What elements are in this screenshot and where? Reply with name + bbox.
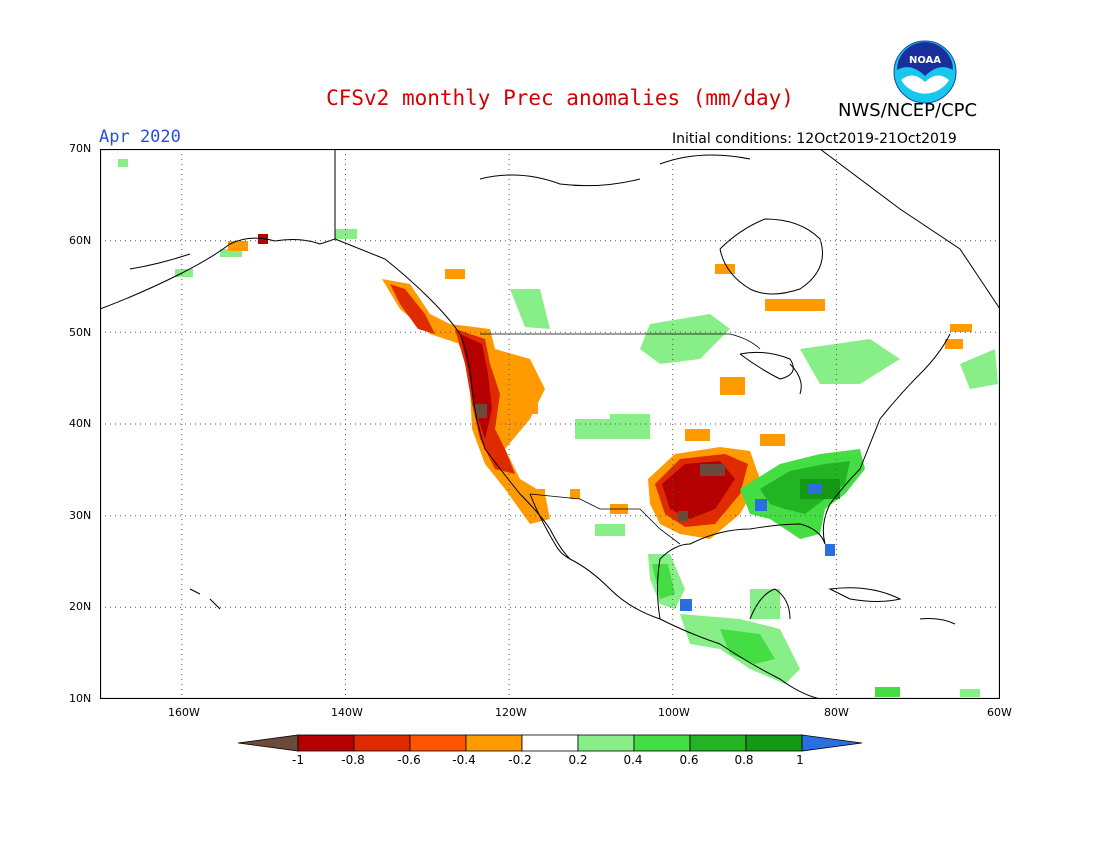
colorbar-box <box>633 734 691 752</box>
chart-title: CFSv2 monthly Prec anomalies (mm/day) <box>326 86 794 110</box>
lat-label-70n: 70N <box>69 142 92 155</box>
anomaly-map <box>100 149 1000 699</box>
lat-label-10n: 10N <box>69 692 92 705</box>
lon-label-100w: 100W <box>658 706 690 719</box>
colorbar-tick: 0.4 <box>623 753 643 767</box>
colorbar-tick: 1 <box>796 753 804 767</box>
colorbar <box>238 734 862 752</box>
colorbar-box <box>577 734 635 752</box>
colorbar-tick: -0.8 <box>341 753 365 767</box>
initial-conditions: Initial conditions: 12Oct2019-21Oct2019 <box>672 131 957 147</box>
lat-label-20n: 20N <box>69 600 92 613</box>
colorbar-box <box>409 734 467 752</box>
lon-label-80w: 80W <box>824 706 849 719</box>
colorbar-box <box>297 734 355 752</box>
colorbar-tick: 0.6 <box>679 753 699 767</box>
colorbar-tick: 0.8 <box>734 753 754 767</box>
logo-text: NOAA <box>909 55 941 66</box>
colorbar-tick: -1 <box>292 753 304 767</box>
coastlines <box>100 149 1000 699</box>
anomaly-shading <box>118 159 998 697</box>
colorbar-box <box>521 734 579 752</box>
lat-label-30n: 30N <box>69 509 92 522</box>
lon-label-120w: 120W <box>495 706 527 719</box>
colorbar-tick: -0.2 <box>508 753 532 767</box>
lat-label-50n: 50N <box>69 326 92 339</box>
colorbar-box <box>353 734 411 752</box>
colorbar-min-arrow <box>238 734 299 752</box>
valid-month: Apr 2020 <box>99 127 181 147</box>
lon-label-160w: 160W <box>168 706 200 719</box>
agency-label: NWS/NCEP/CPC <box>838 100 978 121</box>
colorbar-max-arrow <box>801 734 862 752</box>
map-border <box>100 149 1000 699</box>
map-grid <box>100 149 1000 699</box>
colorbar-box <box>745 734 803 752</box>
lat-label-60n: 60N <box>69 234 92 247</box>
lon-label-140w: 140W <box>331 706 363 719</box>
lat-label-40n: 40N <box>69 417 92 430</box>
noaa-logo: NOAA <box>893 40 957 104</box>
colorbar-tick: -0.6 <box>397 753 421 767</box>
colorbar-box <box>689 734 747 752</box>
colorbar-tick: -0.4 <box>452 753 476 767</box>
colorbar-box <box>465 734 523 752</box>
colorbar-tick: 0.2 <box>568 753 588 767</box>
lon-label-60w: 60W <box>987 706 1012 719</box>
